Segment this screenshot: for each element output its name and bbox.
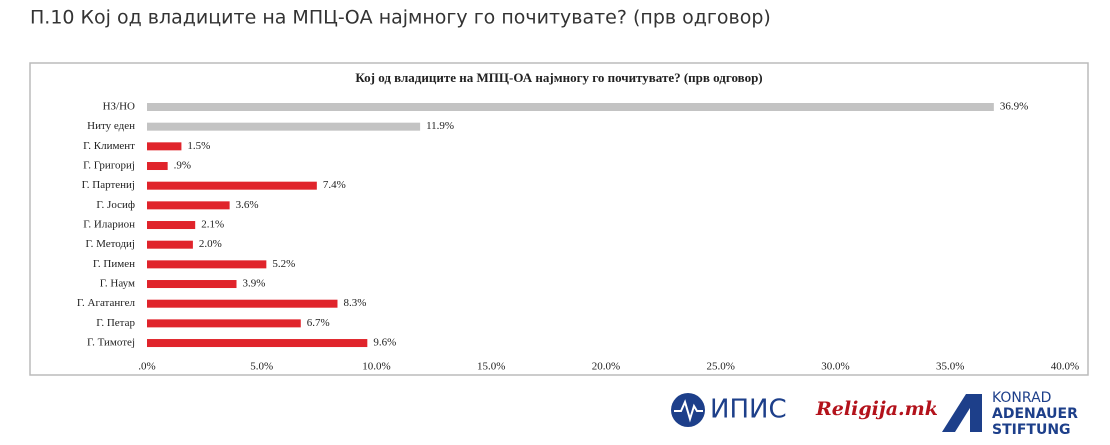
x-tick-label: 10.0% — [362, 361, 390, 373]
category-label: Г. Петар — [96, 317, 135, 329]
category-label: Г. Агатангел — [77, 297, 136, 309]
chart-title: Кој од владиците на МПЦ-ОА најмногу го п… — [355, 70, 762, 85]
bar — [147, 260, 267, 269]
bar — [147, 221, 196, 230]
value-label: 1.5% — [187, 140, 210, 152]
x-tick-label: .0% — [138, 361, 155, 373]
x-tick-label: 30.0% — [821, 361, 849, 373]
value-label: 2.1% — [201, 219, 224, 231]
value-label: .9% — [174, 160, 191, 172]
category-label: Ниту еден — [87, 120, 135, 132]
logo-line: KONRAD — [992, 390, 1051, 406]
chart: .0% 5.0% 10.0% 15.0% 20.0% 25.0% 30.0% 35.0% 40.… — [77, 101, 1079, 373]
value-label: 5.2% — [272, 258, 295, 270]
bar — [147, 319, 301, 328]
bar — [147, 240, 193, 249]
value-label: 3.6% — [236, 199, 259, 211]
x-tick-label: 5.0% — [250, 361, 273, 373]
logo-icon — [942, 394, 982, 432]
bar — [147, 122, 421, 131]
bar — [147, 181, 317, 190]
value-label: 6.7% — [307, 317, 330, 329]
category-label: НЗ/НО — [103, 101, 135, 113]
logo-ipis: ИПИС — [671, 393, 787, 427]
logo-line: STIFTUNG — [992, 422, 1071, 438]
x-tick-label: 20.0% — [592, 361, 620, 373]
logo-icon-cut — [955, 408, 970, 432]
category-label: Г. Наум — [100, 278, 135, 290]
bar — [147, 162, 168, 171]
logo-text: ИПИС — [710, 395, 787, 425]
logo-kas: KONRAD ADENAUER STIFTUNG — [942, 390, 1078, 438]
value-label: 8.3% — [343, 297, 366, 309]
value-label: 9.6% — [373, 337, 396, 349]
category-label: Г. Иларион — [83, 219, 135, 231]
category-label: Г. Партениј — [82, 179, 135, 191]
page-title: П.10 Кој од владиците на МПЦ-ОА најмногу… — [30, 7, 771, 29]
bar — [147, 339, 368, 348]
x-tick-label: 40.0% — [1051, 361, 1079, 373]
category-label: Г. Климент — [83, 140, 135, 152]
bar — [147, 103, 994, 111]
x-tick-label: 15.0% — [477, 361, 505, 373]
bar — [147, 280, 237, 289]
value-label: 11.9% — [426, 120, 454, 132]
value-label: 36.9% — [1000, 101, 1028, 113]
category-label: Г. Тимотеј — [87, 337, 135, 349]
value-label: 7.4% — [323, 179, 346, 191]
category-label: Г. Методиј — [85, 238, 135, 250]
value-label: 3.9% — [243, 278, 266, 290]
category-label: Г. Јосиф — [96, 199, 135, 211]
logo-religija: Religija.mk — [815, 398, 938, 420]
x-tick-label: 35.0% — [936, 361, 964, 373]
bar — [147, 142, 182, 151]
bar — [147, 299, 338, 308]
category-label: Г. Пимен — [93, 258, 135, 270]
x-tick-label: 25.0% — [707, 361, 735, 373]
category-label: Г. Григориј — [83, 160, 135, 172]
logo-wave — [674, 399, 703, 423]
logo-line: ADENAUER — [992, 406, 1078, 422]
bar — [147, 201, 230, 210]
value-label: 2.0% — [199, 238, 222, 250]
